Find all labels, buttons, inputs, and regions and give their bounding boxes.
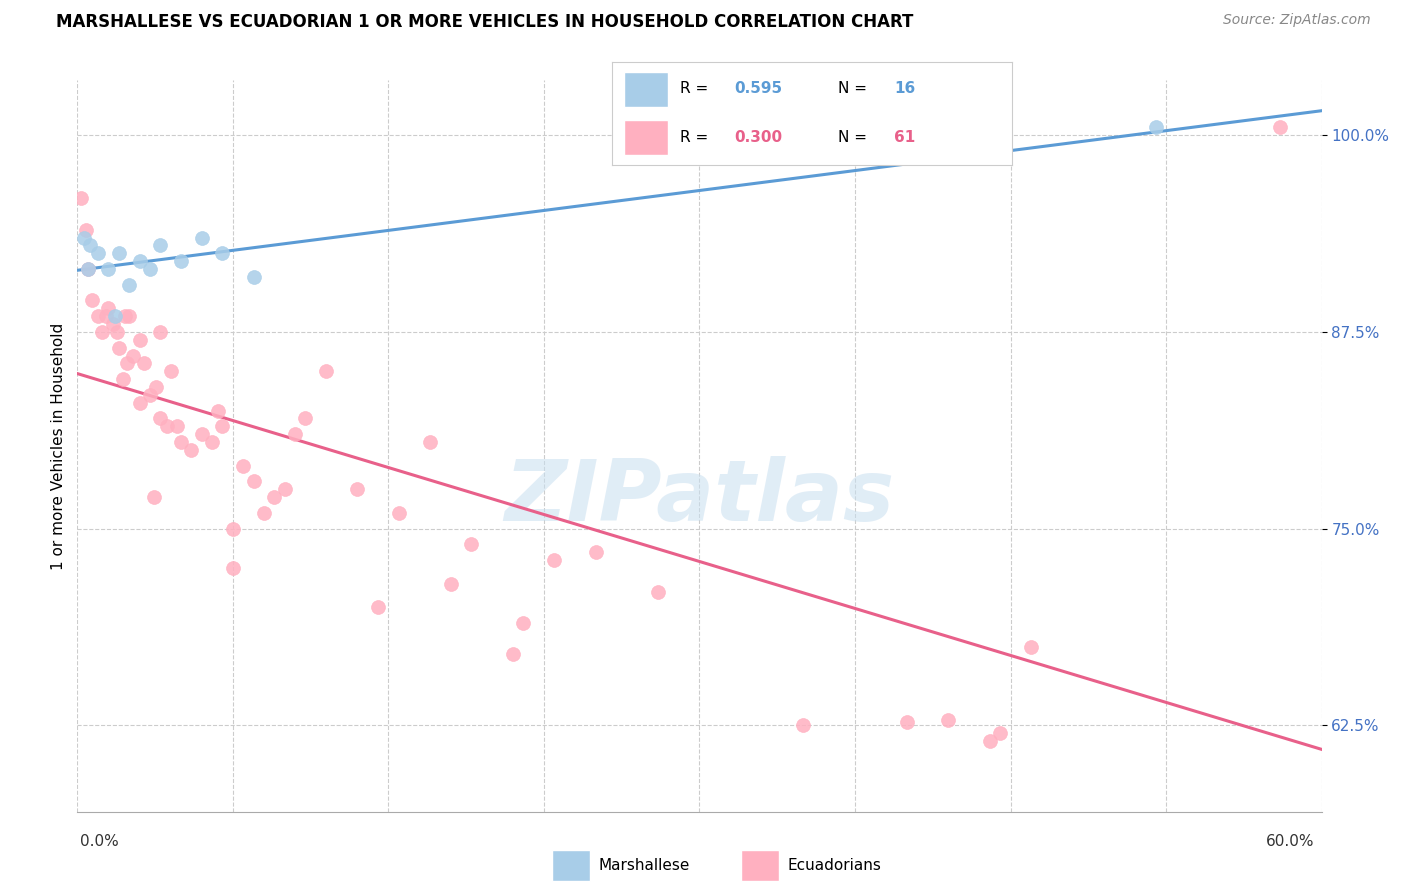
- Text: R =: R =: [679, 130, 713, 145]
- Point: [118, 277, 141, 292]
- Point: [159, 364, 181, 378]
- Point: [122, 349, 145, 363]
- Point: [460, 537, 482, 551]
- Point: [211, 246, 233, 260]
- Y-axis label: 1 or more Vehicles in Household: 1 or more Vehicles in Household: [51, 322, 66, 570]
- Text: 0.595: 0.595: [734, 81, 782, 96]
- Point: [191, 427, 214, 442]
- Text: ZIPatlas: ZIPatlas: [505, 456, 894, 539]
- Point: [512, 615, 534, 630]
- Point: [284, 427, 307, 442]
- Point: [118, 310, 141, 324]
- Point: [207, 403, 229, 417]
- Point: [97, 262, 120, 277]
- Point: [502, 648, 524, 662]
- Point: [104, 310, 127, 324]
- Point: [108, 341, 129, 355]
- Point: [242, 269, 264, 284]
- Point: [76, 262, 98, 277]
- Point: [585, 545, 607, 559]
- Point: [232, 458, 254, 473]
- Point: [132, 356, 155, 370]
- Point: [96, 310, 118, 324]
- Text: MARSHALLESE VS ECUADORIAN 1 OR MORE VEHICLES IN HOUSEHOLD CORRELATION CHART: MARSHALLESE VS ECUADORIAN 1 OR MORE VEHI…: [56, 13, 914, 31]
- Point: [988, 726, 1011, 740]
- Text: N =: N =: [838, 130, 872, 145]
- Point: [76, 262, 98, 277]
- Point: [439, 576, 461, 591]
- Point: [87, 246, 110, 260]
- Point: [139, 262, 162, 277]
- Text: N =: N =: [838, 81, 872, 96]
- Point: [211, 419, 233, 434]
- Point: [419, 435, 441, 450]
- Point: [346, 482, 368, 496]
- Point: [128, 254, 150, 268]
- Bar: [551, 849, 591, 881]
- Point: [91, 325, 114, 339]
- Point: [201, 435, 224, 450]
- Point: [222, 522, 245, 536]
- Point: [80, 293, 103, 308]
- Point: [108, 246, 129, 260]
- Point: [170, 435, 193, 450]
- Point: [72, 230, 94, 244]
- Point: [294, 411, 316, 425]
- Point: [222, 561, 245, 575]
- Point: [938, 714, 960, 728]
- Bar: [624, 71, 668, 106]
- Point: [170, 254, 193, 268]
- Point: [166, 419, 188, 434]
- Point: [1144, 120, 1167, 135]
- Point: [111, 372, 134, 386]
- Point: [70, 191, 93, 205]
- Point: [105, 325, 128, 339]
- Point: [149, 238, 172, 252]
- Text: Source: ZipAtlas.com: Source: ZipAtlas.com: [1223, 13, 1371, 28]
- Point: [1270, 120, 1292, 135]
- Point: [114, 310, 136, 324]
- Point: [139, 388, 162, 402]
- Bar: [741, 849, 779, 881]
- Point: [647, 584, 669, 599]
- Point: [180, 442, 202, 457]
- Point: [896, 714, 918, 729]
- Point: [128, 396, 150, 410]
- Point: [543, 553, 565, 567]
- Point: [143, 490, 166, 504]
- Point: [242, 475, 264, 489]
- Point: [101, 317, 124, 331]
- Text: 16: 16: [894, 81, 915, 96]
- Point: [115, 356, 138, 370]
- Point: [263, 490, 285, 504]
- Point: [1021, 640, 1043, 654]
- Text: 0.300: 0.300: [734, 130, 782, 145]
- Point: [253, 506, 276, 520]
- Point: [145, 380, 167, 394]
- Point: [87, 310, 110, 324]
- Point: [274, 482, 297, 496]
- Bar: [624, 120, 668, 155]
- Text: R =: R =: [679, 81, 713, 96]
- Point: [155, 419, 177, 434]
- Point: [367, 600, 389, 615]
- Point: [75, 223, 97, 237]
- Point: [149, 325, 172, 339]
- Text: 0.0%: 0.0%: [80, 834, 120, 849]
- Text: Ecuadorians: Ecuadorians: [787, 858, 882, 872]
- Text: 61: 61: [894, 130, 915, 145]
- Point: [97, 301, 120, 316]
- Point: [315, 364, 337, 378]
- Point: [79, 238, 101, 252]
- Point: [191, 230, 214, 244]
- Text: 60.0%: 60.0%: [1267, 834, 1315, 849]
- Point: [388, 506, 411, 520]
- Point: [128, 333, 150, 347]
- Text: Marshallese: Marshallese: [599, 858, 690, 872]
- Point: [792, 718, 814, 732]
- Point: [149, 411, 172, 425]
- Point: [979, 734, 1001, 748]
